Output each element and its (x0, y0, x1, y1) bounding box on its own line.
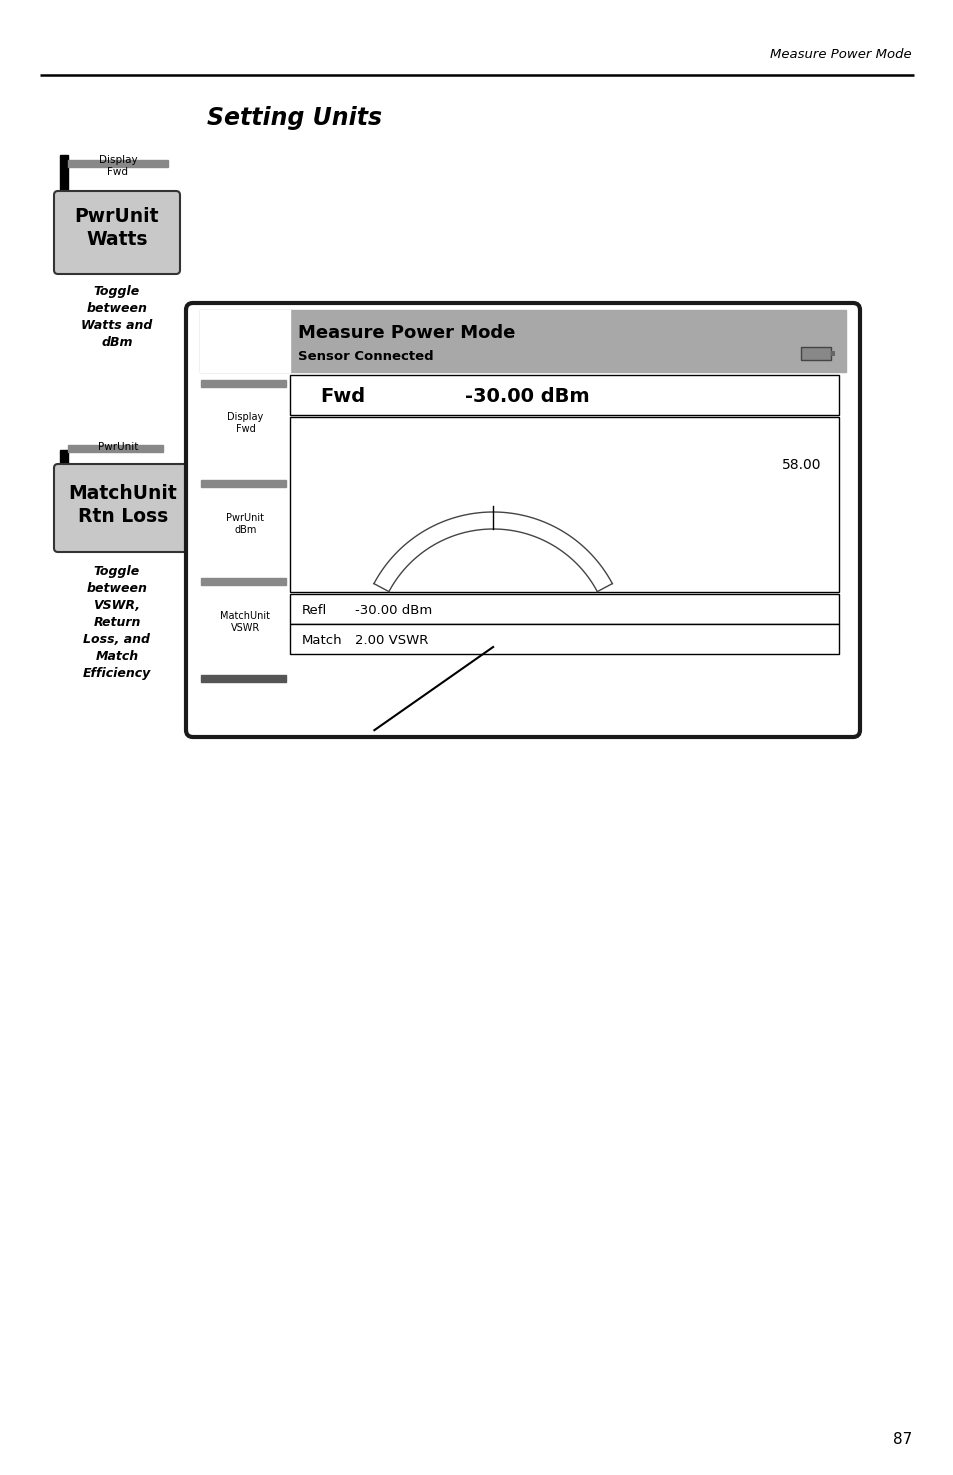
Bar (201, 479, 286, 487)
Bar (830, 351, 834, 355)
Text: Display
Fwd: Display Fwd (98, 155, 137, 177)
Text: Measure Power Mode: Measure Power Mode (770, 49, 911, 62)
Text: -30.00 dBm: -30.00 dBm (355, 603, 432, 617)
Text: Measure Power Mode: Measure Power Mode (297, 324, 515, 342)
Bar (801, 347, 830, 360)
Text: 87: 87 (892, 1432, 911, 1447)
Bar (60, 155, 68, 260)
Bar (60, 450, 68, 540)
Bar (200, 310, 845, 372)
Bar (201, 578, 286, 586)
Text: -30.00 dBm: -30.00 dBm (464, 386, 589, 406)
FancyBboxPatch shape (54, 465, 192, 552)
Bar (201, 381, 286, 386)
Text: MatchUnit
VSWR: MatchUnit VSWR (220, 611, 271, 633)
Bar (200, 310, 290, 372)
Bar (68, 445, 163, 451)
Text: PwrUnit
dBm: PwrUnit dBm (226, 513, 264, 535)
Text: Toggle
between
Watts and
dBm: Toggle between Watts and dBm (81, 285, 152, 350)
Text: Setting Units: Setting Units (207, 106, 382, 130)
Bar (290, 594, 838, 624)
Bar (201, 676, 286, 681)
Text: 58.00: 58.00 (781, 459, 821, 472)
Bar (290, 417, 838, 591)
Text: Match: Match (302, 633, 342, 646)
Text: Fwd: Fwd (319, 386, 365, 406)
Text: Refl: Refl (302, 603, 327, 617)
Text: PwrUnit
Watts: PwrUnit Watts (74, 207, 159, 249)
Text: Sensor Connected: Sensor Connected (297, 351, 434, 363)
Text: 2.00 VSWR: 2.00 VSWR (355, 633, 428, 646)
FancyBboxPatch shape (186, 302, 859, 738)
FancyBboxPatch shape (54, 190, 180, 274)
Text: PwrUnit: PwrUnit (98, 442, 138, 451)
Text: Display
Fwd: Display Fwd (227, 412, 263, 435)
Text: Toggle
between
VSWR,
Return
Loss, and
Match
Efficiency: Toggle between VSWR, Return Loss, and Ma… (83, 565, 151, 680)
Text: MatchUnit
Rtn Loss: MatchUnit Rtn Loss (69, 484, 177, 527)
Bar (290, 375, 838, 414)
Bar (68, 159, 168, 167)
Bar (290, 624, 838, 653)
